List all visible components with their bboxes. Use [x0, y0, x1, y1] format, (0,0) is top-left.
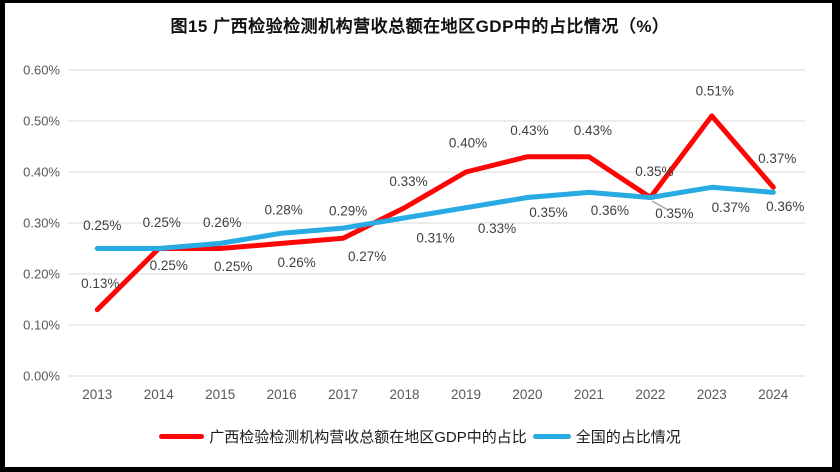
data-label-guangxi-2019: 0.40%	[449, 136, 487, 151]
data-label-national-2023: 0.37%	[712, 200, 750, 215]
data-label-national-2013: 0.25%	[83, 218, 121, 233]
data-label-guangxi-2016: 0.26%	[278, 255, 316, 270]
x-axis-tick-label: 2015	[205, 387, 235, 402]
x-axis-tick-label: 2020	[512, 387, 542, 402]
y-axis-tick-label: 0.30%	[23, 216, 60, 231]
x-axis-tick-label: 2017	[328, 387, 358, 402]
y-axis-tick-label: 0.50%	[23, 114, 60, 129]
y-axis-tick-label: 0.40%	[23, 165, 60, 180]
data-label-national-2019: 0.33%	[478, 221, 516, 236]
x-axis-tick-label: 2022	[635, 387, 665, 402]
x-axis-tick-label: 2016	[267, 387, 297, 402]
data-label-guangxi-2017: 0.27%	[348, 249, 386, 264]
data-label-national-2018: 0.31%	[416, 230, 454, 245]
series-line-national	[94, 184, 776, 251]
data-label-guangxi-2020: 0.43%	[510, 123, 548, 138]
legend-item-national: 全国的占比情况	[532, 426, 681, 447]
x-axis-tick-label: 2023	[697, 387, 727, 402]
legend-item-guangxi: 广西检验检测机构营收总额在地区GDP中的占比	[159, 426, 527, 447]
data-label-guangxi-2013: 0.13%	[81, 276, 119, 291]
data-label-leader-line	[651, 200, 669, 211]
data-label-guangxi-2018: 0.33%	[389, 174, 427, 189]
data-label-national-2016: 0.28%	[265, 203, 303, 218]
legend-marker-guangxi-line	[159, 434, 205, 439]
data-label-guangxi-2022: 0.35%	[655, 206, 693, 221]
data-label-national-2020: 0.35%	[529, 205, 567, 220]
data-label-guangxi-2021: 0.43%	[574, 123, 612, 138]
data-label-guangxi-2014: 0.25%	[150, 258, 188, 273]
data-label-national-2024: 0.36%	[766, 199, 804, 214]
x-axis-tick-label: 2019	[451, 387, 481, 402]
legend-label-national: 全国的占比情况	[575, 429, 681, 446]
data-label-national-2021: 0.36%	[591, 203, 629, 218]
data-label-national-2014: 0.25%	[143, 215, 181, 230]
series-line-guangxi	[94, 113, 776, 313]
data-label-guangxi-2023: 0.51%	[696, 83, 734, 98]
y-axis-tick-label: 0.10%	[23, 318, 60, 333]
x-axis-tick-label: 2021	[574, 387, 604, 402]
x-axis-tick-label: 2014	[144, 387, 175, 402]
x-axis-tick-label: 2024	[758, 387, 789, 402]
legend-label-guangxi: 广西检验检测机构营收总额在地区GDP中的占比	[209, 429, 527, 446]
legend-marker-national-line	[532, 434, 571, 439]
data-label-guangxi-2024: 0.37%	[758, 151, 796, 166]
x-axis-tick-label: 2013	[82, 387, 112, 402]
data-label-national-2015: 0.26%	[203, 215, 241, 230]
chart-title: 图15 广西检验检测机构营收总额在地区GDP中的占比情况（%）	[170, 17, 670, 36]
y-axis-tick-label: 0.00%	[23, 369, 60, 384]
chart-legend: 广西检验检测机构营收总额在地区GDP中的占比 全国的占比情况	[0, 426, 840, 447]
y-axis-tick-label: 0.20%	[23, 267, 60, 282]
y-axis-tick-label: 0.60%	[23, 63, 60, 78]
x-axis-tick-label: 2018	[390, 387, 420, 402]
data-label-national-2022: 0.35%	[635, 164, 673, 179]
data-label-national-2017: 0.29%	[329, 204, 367, 219]
data-label-guangxi-2015: 0.25%	[214, 259, 252, 274]
